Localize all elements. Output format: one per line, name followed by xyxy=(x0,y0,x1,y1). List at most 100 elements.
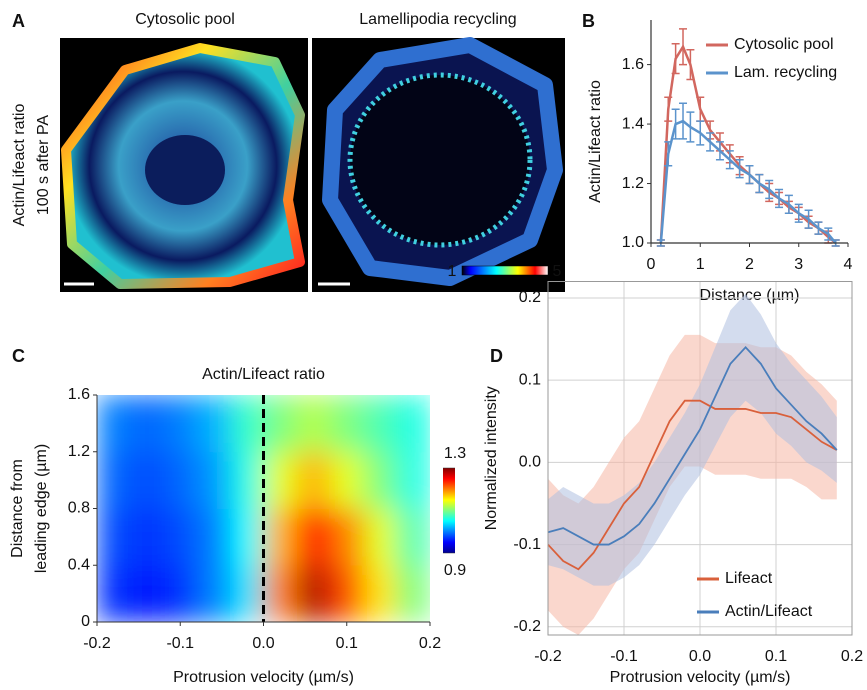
image-y-label: Actin/Lifeact ratio xyxy=(11,104,28,227)
plot-frame xyxy=(547,281,853,636)
confidence-band xyxy=(548,293,837,586)
x-axis-label: Protrusion velocity (µm/s) xyxy=(173,669,354,686)
line xyxy=(659,119,837,244)
x-tick-label: 3 xyxy=(794,256,803,273)
x-tick-label: 0 xyxy=(647,256,656,273)
heatmap-cell xyxy=(163,395,198,453)
heatmap-cell xyxy=(363,508,398,566)
legend-label: Lifeact xyxy=(725,570,773,587)
x-axis-label: Distance (µm) xyxy=(700,287,800,304)
x-tick-label: -0.1 xyxy=(610,648,638,665)
heatmap-cell xyxy=(196,395,231,453)
y-axis-label: Distance from xyxy=(9,459,26,558)
line xyxy=(659,44,837,244)
heatmap-cell xyxy=(230,451,264,509)
y-axis-label: Normalized intensity xyxy=(483,386,500,530)
heatmap-cell xyxy=(296,395,331,453)
colorbar-label: 1.3 xyxy=(444,445,466,462)
heatmap-cell xyxy=(330,508,364,566)
y-tick-label: 0.8 xyxy=(68,500,90,517)
x-tick-label: 0.2 xyxy=(419,635,441,652)
heatmap-cell xyxy=(163,565,198,622)
y-tick-label: 1.6 xyxy=(622,56,644,73)
heatmap-cell xyxy=(396,508,430,566)
heatmap-cell xyxy=(130,565,165,622)
chart-title: Actin/Lifeact ratio xyxy=(202,366,325,383)
heatmap-cell xyxy=(163,451,198,509)
x-tick-label: -0.1 xyxy=(166,635,194,652)
colorbar-label: 1 xyxy=(448,263,457,280)
x-tick-label: 4 xyxy=(844,256,853,273)
heatmap-cell xyxy=(330,565,364,622)
heatmap-cell xyxy=(296,451,331,509)
heatmap-cell xyxy=(97,451,131,509)
heatmap-cell xyxy=(263,508,298,566)
panel-letter: C xyxy=(12,346,25,366)
heatmap-cell xyxy=(196,508,231,566)
heatmap-cells xyxy=(97,395,430,622)
lamellipodia-ring xyxy=(347,72,533,248)
line xyxy=(547,345,838,546)
heatmap-cell xyxy=(330,451,364,509)
heatmap-cell xyxy=(396,565,430,622)
x-tick-label: 0.1 xyxy=(765,648,787,665)
panel-letter: A xyxy=(12,11,25,31)
heatmap-cell xyxy=(97,508,131,566)
panel-letter: B xyxy=(582,11,595,31)
colorbar xyxy=(461,265,549,276)
x-axis-label: Protrusion velocity (µm/s) xyxy=(610,669,791,686)
y-tick-label: 0.1 xyxy=(519,371,541,388)
panel-letter: D xyxy=(490,346,503,366)
x-tick-label: 1 xyxy=(696,256,705,273)
heatmap-cell xyxy=(363,565,398,622)
heatmap-cell xyxy=(130,508,165,566)
y-tick-label: 0.2 xyxy=(519,289,541,306)
colorbar xyxy=(443,468,455,553)
y-axis-label: leading edge (µm) xyxy=(33,444,50,573)
colorbar-label: 5 xyxy=(553,263,562,280)
image-title: Lamellipodia recycling xyxy=(359,11,516,28)
image-y-label: 100 s after PA xyxy=(35,115,52,216)
axis-line xyxy=(650,20,848,244)
heatmap-cell xyxy=(230,508,264,566)
heatmap-cell xyxy=(396,451,430,509)
line xyxy=(547,399,838,571)
heatmap-cell xyxy=(363,451,398,509)
heatmap-cell xyxy=(296,565,331,622)
x-tick-label: 0.1 xyxy=(336,635,358,652)
y-tick-label: 0.4 xyxy=(68,556,90,573)
heatmap-cell xyxy=(196,451,231,509)
x-tick-label: 0.0 xyxy=(252,635,274,652)
y-tick-label: 1.6 xyxy=(68,386,90,403)
x-tick-label: 0.2 xyxy=(841,648,863,665)
heatmap-cell xyxy=(230,395,264,453)
heatmap-cell xyxy=(363,395,398,453)
image-title: Cytosolic pool xyxy=(135,11,235,28)
heatmap-cell xyxy=(230,565,264,622)
heatmap-cell xyxy=(396,395,430,453)
heatmap-cell xyxy=(263,565,298,622)
y-tick-label: 1.0 xyxy=(622,234,644,251)
y-tick-label: -0.2 xyxy=(513,618,541,635)
heatmap-cell xyxy=(263,451,298,509)
y-axis-label: Actin/Lifeact ratio xyxy=(587,80,604,203)
heatmap xyxy=(97,395,430,622)
heatmap-cell xyxy=(196,565,231,622)
y-tick-label: 0.0 xyxy=(519,454,541,471)
y-tick-label: 1.4 xyxy=(622,115,644,132)
axis-line xyxy=(96,395,430,623)
y-tick-label: 0 xyxy=(81,613,90,630)
y-tick-label: -0.1 xyxy=(513,536,541,553)
x-tick-label: -0.2 xyxy=(534,648,562,665)
heatmap-cell xyxy=(97,565,131,622)
nucleus-region xyxy=(145,135,225,205)
x-tick-label: -0.2 xyxy=(83,635,111,652)
heatmap-cell xyxy=(330,395,364,453)
x-tick-label: 2 xyxy=(745,256,754,273)
y-tick-label: 1.2 xyxy=(68,443,90,460)
heatmap-cell xyxy=(163,508,198,566)
y-tick-label: 1.2 xyxy=(622,175,644,192)
heatmap-cell xyxy=(97,395,131,453)
heatmap-cell xyxy=(130,395,165,453)
